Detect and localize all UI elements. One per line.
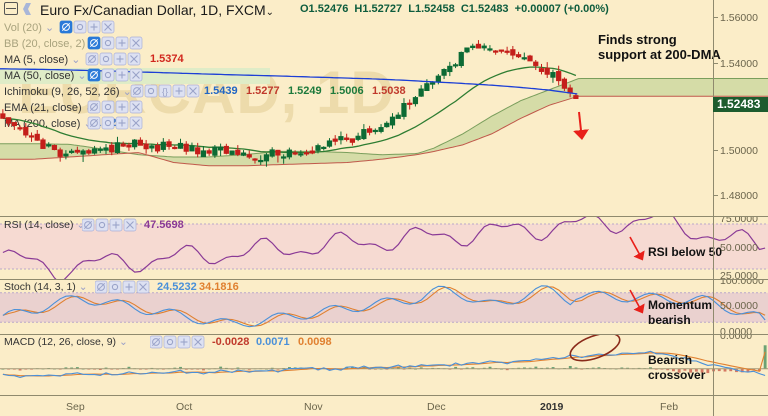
svg-text:{}: {} xyxy=(162,87,168,97)
